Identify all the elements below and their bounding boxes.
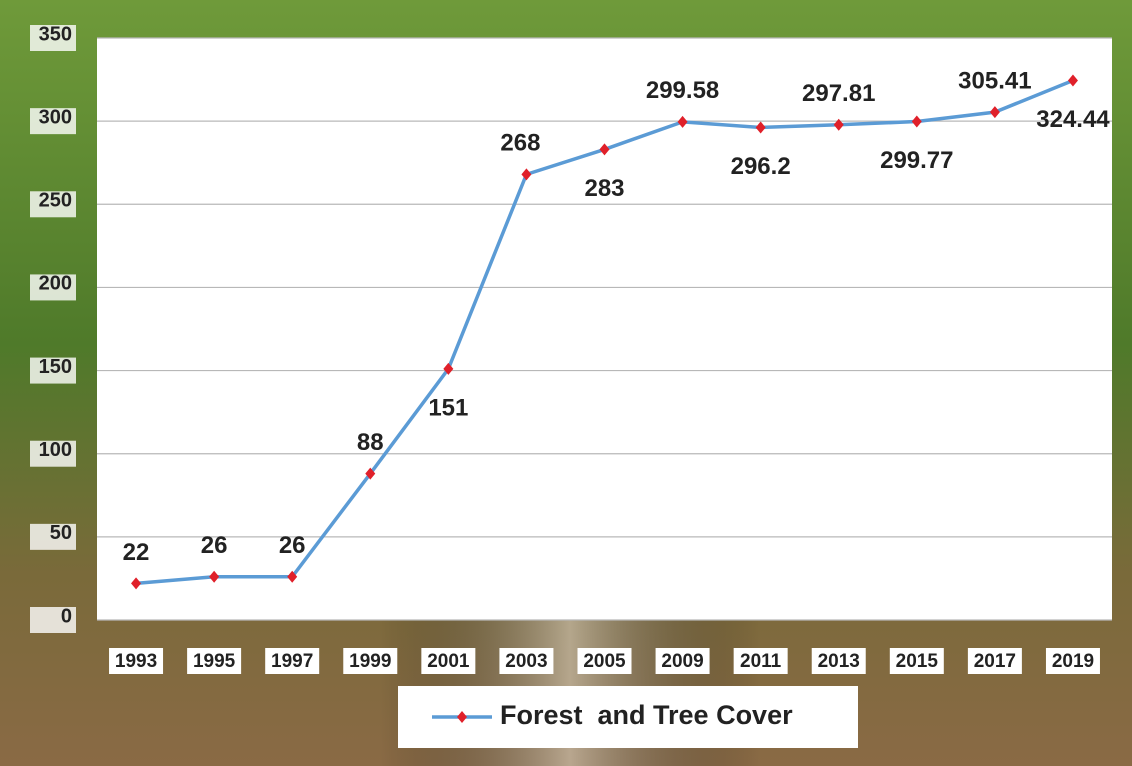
- data-label: 268: [500, 130, 540, 157]
- y-tick-bg: [30, 25, 76, 51]
- x-tick-label: 2001: [427, 651, 470, 672]
- x-tick-bg: [577, 648, 632, 674]
- data-label: 299.58: [646, 77, 719, 104]
- x-tick-bg: [733, 648, 788, 674]
- data-label: 26: [279, 532, 306, 559]
- x-tick-label: 1993: [115, 651, 157, 672]
- x-tick-label: 2009: [661, 651, 703, 672]
- x-tick-label: 2015: [896, 651, 939, 672]
- x-tick-bg: [187, 648, 242, 674]
- x-tick-bg: [811, 648, 866, 674]
- marker: [209, 570, 220, 583]
- x-tick-label: 2011: [740, 651, 782, 672]
- y-tick-label: 250: [39, 190, 72, 212]
- marker: [1067, 74, 1078, 87]
- x-tick-bg: [1045, 648, 1100, 674]
- data-label: 283: [584, 175, 624, 202]
- y-tick-label: 350: [39, 23, 72, 45]
- x-tick-label: 1995: [193, 651, 236, 672]
- marker: [443, 362, 454, 375]
- x-tick-bg: [343, 648, 398, 674]
- data-label: 297.81: [802, 80, 875, 107]
- x-tick-bg: [421, 648, 476, 674]
- x-tick-bg: [499, 648, 554, 674]
- marker: [755, 121, 766, 134]
- y-tick-bg: [30, 607, 76, 633]
- x-tick-label: 1999: [349, 651, 391, 672]
- legend-label: Forest and Tree Cover: [500, 700, 793, 730]
- marker: [677, 115, 688, 128]
- marker: [131, 577, 142, 590]
- x-tick-label: 2003: [505, 651, 547, 672]
- data-label: 26: [201, 532, 228, 559]
- y-tick-label: 200: [39, 273, 72, 295]
- marker: [365, 467, 376, 480]
- x-tick-label: 2019: [1052, 651, 1094, 672]
- x-tick-bg: [265, 648, 320, 674]
- y-tick-label: 300: [39, 106, 72, 128]
- data-label: 88: [357, 429, 384, 456]
- x-tick-label: 2017: [974, 651, 1016, 672]
- data-label: 299.77: [880, 147, 953, 174]
- legend-marker: [457, 711, 467, 723]
- y-tick-label: 50: [50, 522, 72, 544]
- marker: [599, 143, 610, 156]
- data-label: 296.2: [731, 153, 791, 180]
- y-tick-label: 0: [61, 605, 72, 627]
- x-tick-bg: [109, 648, 164, 674]
- data-label: 305.41: [958, 67, 1031, 94]
- marker: [989, 106, 1000, 119]
- data-label: 324.44: [1036, 106, 1110, 133]
- x-tick-bg: [889, 648, 944, 674]
- y-tick-bg: [30, 191, 76, 218]
- plot-area: [97, 38, 1112, 620]
- y-tick-bg: [30, 274, 76, 301]
- marker: [521, 168, 532, 181]
- marker: [833, 118, 844, 131]
- marker: [287, 570, 298, 583]
- y-tick-label: 150: [39, 356, 72, 378]
- y-tick-label: 100: [39, 439, 72, 461]
- marker: [911, 115, 922, 128]
- y-tick-bg: [30, 108, 76, 135]
- x-tick-bg: [655, 648, 710, 674]
- y-tick-bg: [30, 523, 76, 550]
- x-tick-label: 2005: [583, 651, 626, 672]
- data-label: 22: [123, 539, 150, 566]
- y-tick-bg: [30, 357, 76, 384]
- x-tick-bg: [967, 648, 1022, 674]
- data-label: 151: [428, 394, 468, 421]
- x-tick-label: 1997: [271, 651, 313, 672]
- x-tick-label: 2013: [818, 651, 860, 672]
- y-tick-bg: [30, 440, 76, 467]
